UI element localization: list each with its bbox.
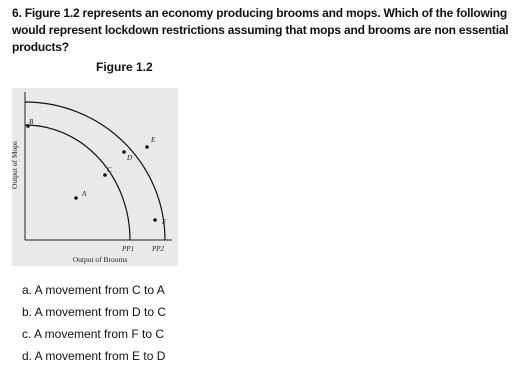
point [145, 145, 149, 149]
option[interactable]: c. A movement from F to C [22, 327, 165, 341]
point [26, 124, 30, 128]
question: 6. Figure 1.2 represents an economy prod… [12, 6, 509, 54]
point-label: A [81, 190, 87, 198]
point-label: C [107, 166, 112, 174]
option[interactable]: d. A movement from E to D [22, 349, 166, 363]
curve-label: PP2 [151, 245, 165, 253]
point-label: E [150, 136, 156, 144]
ppf-curve [24, 101, 166, 241]
point-label: F [161, 218, 167, 226]
option[interactable]: b. A movement from D to C [22, 305, 167, 319]
ppf-curve [24, 124, 131, 241]
y-axis-label: Output of Mops [10, 141, 19, 189]
figure-title: Figure 1.2 [96, 60, 153, 74]
x-axis-label: Output of Brooms [73, 255, 128, 264]
point [153, 218, 157, 222]
point [74, 196, 78, 200]
option[interactable]: a. A movement from C to A [22, 283, 165, 297]
point [122, 150, 126, 154]
point [103, 173, 107, 177]
curve-label: PP1 [121, 245, 134, 253]
figure-background [12, 88, 178, 266]
point-label: B [29, 118, 34, 126]
point-label: D [126, 154, 132, 162]
